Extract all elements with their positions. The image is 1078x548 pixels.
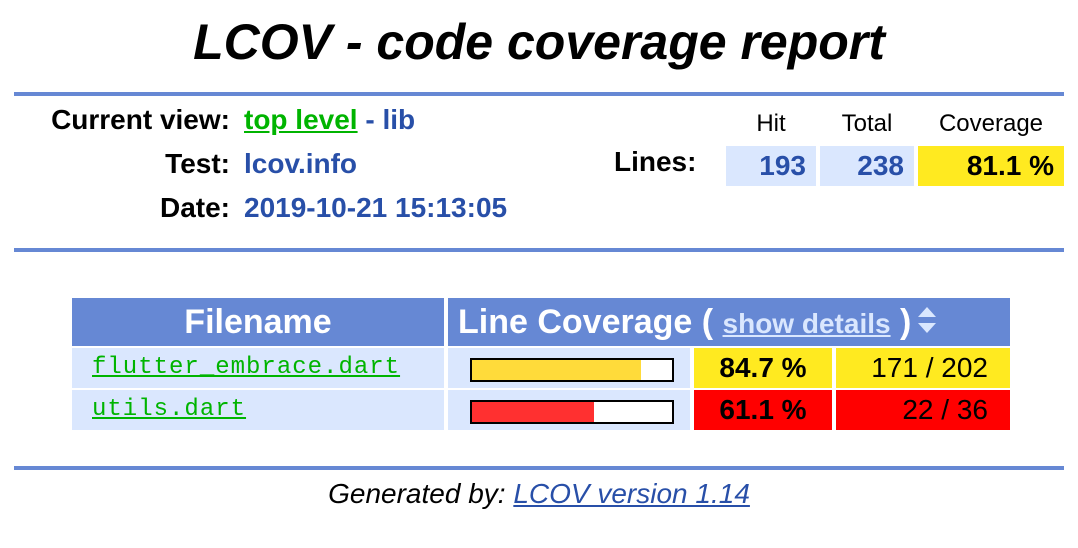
lines-label: Lines: bbox=[614, 146, 697, 177]
bottom-divider bbox=[14, 466, 1064, 470]
filename-header-label: Filename bbox=[184, 303, 332, 341]
coverage-bar bbox=[470, 400, 674, 424]
lcov-version-link[interactable]: LCOV version 1.14 bbox=[513, 478, 750, 509]
lines-hit: 193 bbox=[726, 146, 816, 186]
top-divider bbox=[14, 92, 1064, 96]
total-header: Total bbox=[841, 110, 893, 137]
table-row-file: flutter_embrace.dart bbox=[72, 348, 444, 388]
view-dir: lib bbox=[382, 104, 416, 135]
footer: Generated by: LCOV version 1.14 bbox=[0, 478, 1078, 510]
coverage-bar-fill bbox=[472, 402, 595, 422]
coverage-bar-cell bbox=[448, 348, 690, 388]
generated-by-label: Generated by: bbox=[328, 478, 514, 509]
filename-column-header: Filename bbox=[72, 298, 444, 346]
coverage-percent: 61.1 % bbox=[694, 390, 832, 430]
coverage-bar bbox=[470, 358, 674, 382]
file-link[interactable]: flutter_embrace.dart bbox=[92, 354, 401, 381]
table-row-file: utils.dart bbox=[72, 390, 444, 430]
current-view: top level - lib bbox=[244, 104, 415, 136]
lines-total: 238 bbox=[820, 146, 914, 186]
lines-coverage: 81.1 % bbox=[918, 146, 1064, 186]
date-value: 2019-10-21 15:13:05 bbox=[244, 192, 508, 223]
date-label: Date: bbox=[159, 192, 230, 223]
page-title: LCOV - code coverage report bbox=[193, 14, 885, 70]
coverage-header: Coverage bbox=[938, 110, 1044, 137]
top-level-link[interactable]: top level bbox=[244, 104, 358, 135]
coverage-percent: 84.7 % bbox=[694, 348, 832, 388]
line-coverage-column-header: Line Coverage ( show details ) bbox=[448, 298, 1010, 346]
file-link[interactable]: utils.dart bbox=[92, 396, 247, 423]
open-paren: ( bbox=[692, 303, 723, 341]
close-paren: ) bbox=[890, 303, 912, 341]
coverage-count: 171 / 202 bbox=[836, 348, 1010, 388]
view-separator: - bbox=[357, 104, 383, 135]
test-label: Test: bbox=[165, 148, 230, 179]
coverage-bar-fill bbox=[472, 360, 642, 380]
mid-divider bbox=[14, 248, 1064, 252]
test-value: lcov.info bbox=[244, 148, 358, 179]
coverage-bar-cell bbox=[448, 390, 690, 430]
show-details-link[interactable]: show details bbox=[722, 308, 891, 339]
coverage-count: 22 / 36 bbox=[836, 390, 1010, 430]
sort-updown-icon[interactable] bbox=[917, 300, 937, 348]
line-coverage-header-label: Line Coverage bbox=[458, 303, 693, 341]
current-view-label: Current view: bbox=[51, 104, 230, 135]
hit-header: Hit bbox=[756, 110, 786, 137]
